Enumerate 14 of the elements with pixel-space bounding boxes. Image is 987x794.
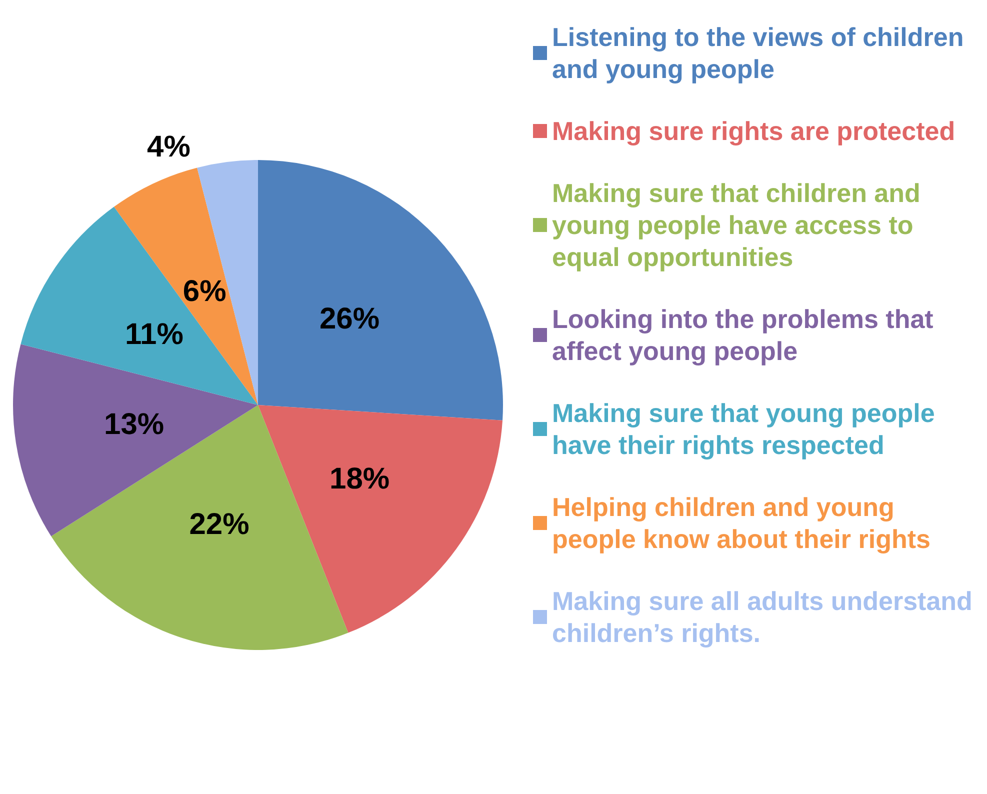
legend-label: Making sure rights are protected (552, 116, 956, 146)
data-label: 4% (147, 130, 190, 164)
data-label: 13% (104, 408, 164, 442)
legend-label: Making sure all adults understand children’s rights. (552, 586, 980, 648)
data-label: 18% (330, 462, 390, 496)
legend-label: Making sure that young people have their rights respected (552, 398, 942, 460)
legend-label: Making sure that children and young people have access to equal opportunities (552, 178, 928, 272)
legend-label: Looking into the problems that affect young people (552, 304, 941, 366)
legend-label: Listening to the views of children and young people (552, 22, 971, 84)
legend-label: Helping children and young people know about their rights (552, 492, 930, 554)
data-label: 26% (319, 302, 380, 336)
data-label: 11% (125, 318, 184, 351)
data-label: 22% (189, 508, 250, 541)
data-label: 6% (182, 274, 226, 308)
